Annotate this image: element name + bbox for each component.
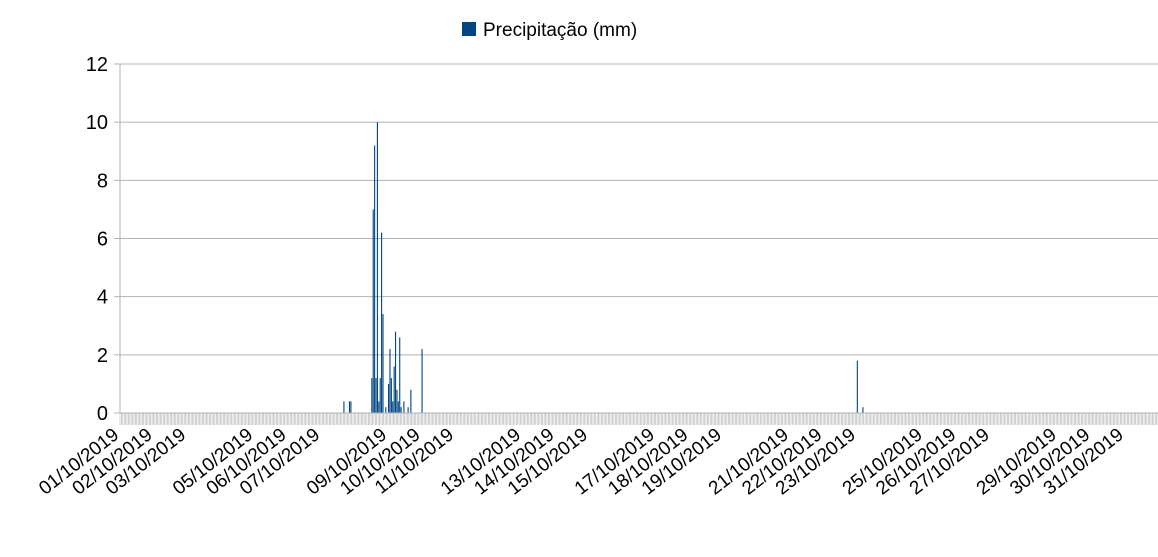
y-axis-labels: 0 2 4 6 8 10 12 bbox=[86, 54, 108, 425]
legend: Precipitação (mm) bbox=[462, 20, 637, 41]
y-tick-label: 6 bbox=[97, 229, 108, 251]
bar bbox=[343, 401, 345, 413]
bar bbox=[397, 401, 399, 413]
bar bbox=[385, 407, 387, 413]
bar bbox=[396, 389, 398, 413]
y-tick-label: 10 bbox=[86, 112, 108, 134]
axes bbox=[119, 64, 1158, 414]
y-tick-label: 0 bbox=[97, 403, 108, 425]
bars bbox=[343, 122, 864, 414]
grid-lines bbox=[114, 63, 1158, 414]
bar bbox=[394, 331, 397, 413]
bar bbox=[856, 360, 858, 413]
bar bbox=[378, 401, 380, 413]
bar bbox=[348, 401, 351, 413]
bar bbox=[393, 366, 395, 413]
bar bbox=[389, 349, 391, 413]
bar bbox=[392, 401, 394, 413]
x-minor-ticks bbox=[119, 413, 1158, 425]
bar bbox=[382, 314, 384, 413]
legend-label: Precipitação (mm) bbox=[483, 20, 637, 41]
bar bbox=[390, 378, 392, 413]
x-axis-minor-ticks bbox=[119, 413, 1158, 425]
bar bbox=[410, 389, 412, 413]
y-tick-label: 4 bbox=[97, 287, 108, 309]
bar bbox=[379, 378, 381, 413]
bar bbox=[374, 145, 376, 413]
bar bbox=[399, 337, 401, 413]
bar bbox=[372, 209, 374, 413]
bar bbox=[381, 232, 383, 413]
bar bbox=[407, 407, 409, 413]
x-axis-labels: 01/10/201902/10/201903/10/201905/10/2019… bbox=[35, 424, 1127, 499]
y-tick-label: 2 bbox=[97, 345, 108, 367]
bar bbox=[421, 349, 423, 413]
y-tick-label: 12 bbox=[86, 54, 108, 76]
legend-swatch bbox=[462, 22, 476, 36]
bar bbox=[862, 407, 864, 413]
bar bbox=[350, 401, 352, 413]
bar bbox=[403, 401, 405, 413]
bar bbox=[400, 407, 402, 413]
bar bbox=[388, 383, 390, 413]
bar bbox=[376, 122, 378, 414]
bar bbox=[375, 378, 377, 413]
bar bbox=[371, 378, 373, 413]
y-tick-label: 8 bbox=[97, 170, 108, 192]
